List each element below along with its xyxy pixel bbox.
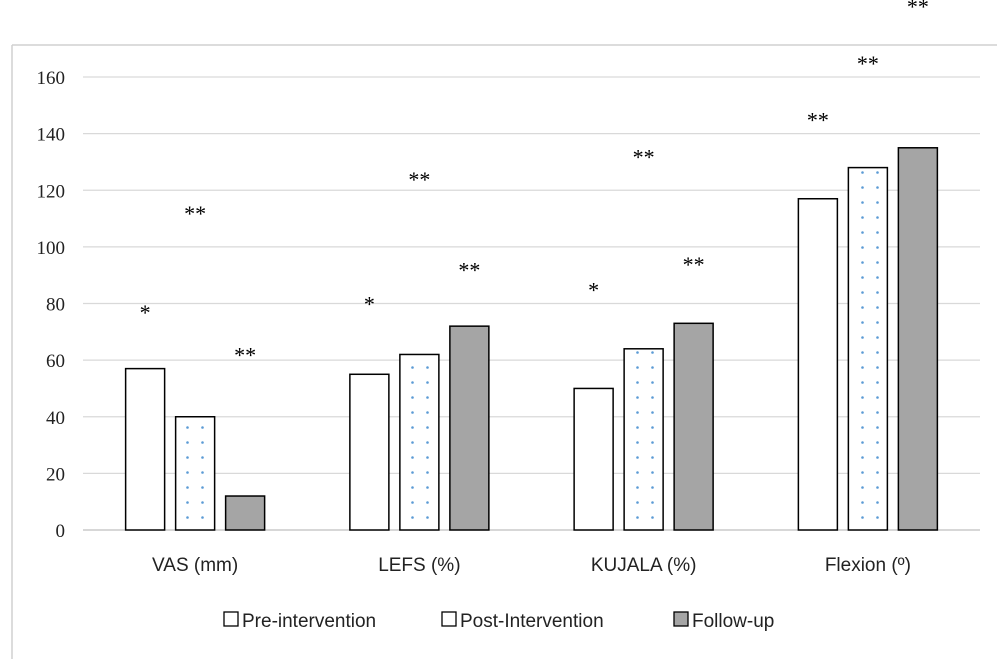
legend-item: Follow-up bbox=[673, 611, 774, 632]
legend-item: Post-Intervention bbox=[441, 611, 604, 632]
bar-dotted bbox=[174, 416, 216, 531]
y-tick-label: 80 bbox=[46, 295, 65, 316]
legend-label: Follow-up bbox=[692, 611, 774, 632]
significance-annotation: ** bbox=[683, 252, 705, 277]
legend-label: Post-Intervention bbox=[460, 611, 604, 632]
bar-dotted bbox=[847, 166, 889, 531]
bar-plain bbox=[573, 387, 614, 531]
x-category-label: KUJALA (%) bbox=[591, 555, 697, 576]
legend-swatch bbox=[223, 611, 239, 627]
legend-label: Pre-intervention bbox=[242, 611, 376, 632]
y-tick-label: 160 bbox=[37, 68, 66, 89]
bar-filled bbox=[449, 325, 490, 531]
bar-dotted bbox=[623, 348, 664, 531]
legend-item: Pre-intervention bbox=[223, 611, 376, 632]
significance-annotation: ** bbox=[633, 144, 655, 169]
bar-filled bbox=[673, 322, 714, 531]
significance-annotation: ** bbox=[857, 51, 879, 76]
y-tick-label: 120 bbox=[37, 181, 66, 202]
x-category-label: VAS (mm) bbox=[152, 555, 238, 576]
y-tick-label: 140 bbox=[37, 125, 66, 146]
y-tick-label: 20 bbox=[46, 464, 65, 485]
significance-annotation: ** bbox=[184, 201, 206, 226]
significance-annotation: ** bbox=[234, 342, 256, 367]
bar-plain bbox=[124, 367, 166, 531]
significance-annotation: ** bbox=[408, 167, 430, 192]
significance-annotation: * bbox=[588, 277, 599, 302]
significance-annotation: ** bbox=[807, 107, 829, 132]
legend-swatch bbox=[441, 611, 457, 627]
y-tick-label: 60 bbox=[46, 351, 65, 372]
chart-frame bbox=[11, 44, 997, 659]
bar-plain bbox=[349, 373, 390, 531]
significance-annotation: ** bbox=[907, 0, 929, 19]
y-tick-label: 100 bbox=[37, 238, 66, 259]
y-tick-label: 40 bbox=[46, 408, 65, 429]
significance-annotation: ** bbox=[458, 258, 480, 283]
significance-annotation: * bbox=[364, 292, 375, 317]
bar-dotted bbox=[399, 353, 440, 531]
legend-swatch bbox=[673, 611, 689, 627]
x-category-label: Flexion (º) bbox=[825, 555, 911, 576]
bar-filled bbox=[897, 147, 939, 531]
bar-plain bbox=[797, 197, 839, 531]
y-tick-label: 0 bbox=[56, 521, 66, 542]
significance-annotation: * bbox=[140, 300, 151, 325]
bar-filled bbox=[224, 495, 266, 531]
x-category-label: LEFS (%) bbox=[378, 555, 460, 576]
